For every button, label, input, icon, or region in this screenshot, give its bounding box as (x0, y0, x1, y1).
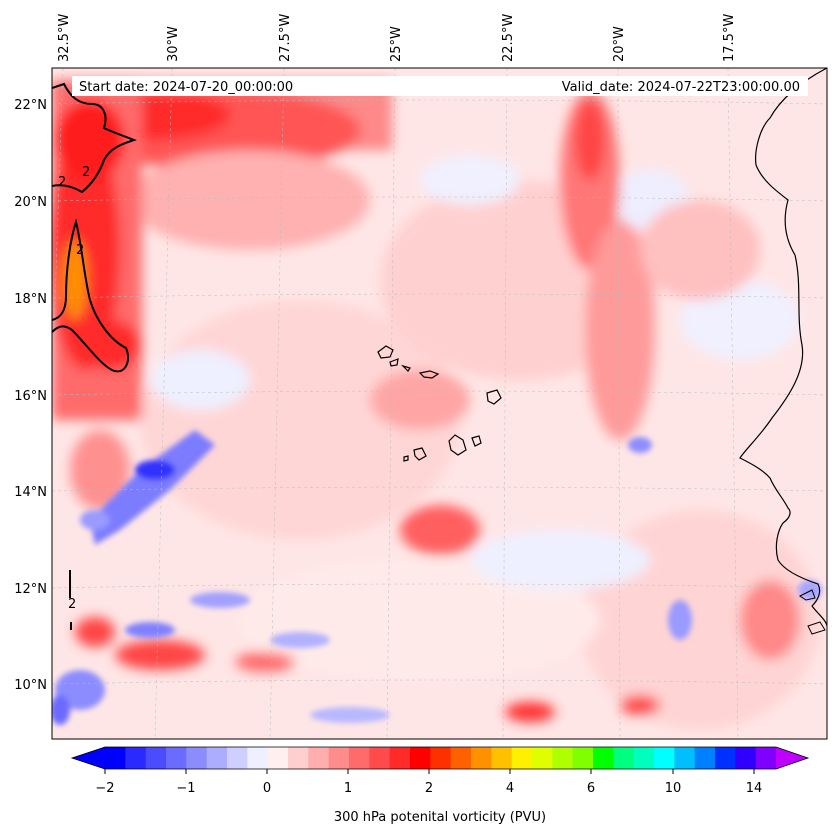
contour-label: 2 (82, 165, 90, 180)
colorbar-bin (247, 747, 268, 769)
colorbar-bin (105, 747, 126, 769)
colorbar-tick-label: 14 (746, 781, 763, 796)
colorbar-bin (512, 747, 533, 769)
colorbar-tick-label: 4 (506, 781, 514, 796)
contour-label: 2 (68, 597, 76, 612)
colorbar-tick-label: 6 (587, 781, 595, 796)
colorbar-bin (369, 747, 390, 769)
lat-label: 16°N (14, 389, 47, 404)
colorbar-tick-label: 0 (263, 781, 271, 796)
lon-label: 17.5°W (722, 14, 737, 62)
lat-label: 18°N (14, 292, 47, 307)
colorbar-bin (146, 747, 167, 769)
colorbar-bin (634, 747, 655, 769)
colorbar-tick-label: −2 (95, 781, 114, 796)
valid-date-label: Valid_date: 2024-07-22T23:00:00.00 (562, 80, 800, 95)
colorbar-tick-label: 2 (425, 781, 433, 796)
colorbar-bin (674, 747, 695, 769)
colorbar-bins (105, 747, 777, 769)
colorbar-bin (613, 747, 634, 769)
lat-label: 20°N (14, 195, 47, 210)
lon-label: 30°W (166, 26, 181, 62)
longitude-labels: 32.5°W 30°W 27.5°W 25°W 22.5°W 20°W 17.5… (57, 14, 737, 62)
colorbar-bin (227, 747, 248, 769)
start-date-label: Start date: 2024-07-20_00:00:00 (79, 80, 293, 95)
lon-label: 20°W (612, 26, 627, 62)
colorbar-bin (166, 747, 187, 769)
colorbar-bin (491, 747, 512, 769)
colorbar-bin (430, 747, 451, 769)
colorbar-bin (268, 747, 289, 769)
contour-label: 2 (58, 175, 66, 190)
colorbar-bin (756, 747, 777, 769)
colorbar-bin (654, 747, 675, 769)
colorbar-bin (390, 747, 411, 769)
colorbar-bin (329, 747, 350, 769)
colorbar-extend-low (72, 747, 105, 769)
colorbar-bin (471, 747, 492, 769)
colorbar: −2 −1 0 1 2 4 6 10 14 300 hPa potenital … (72, 747, 808, 825)
lat-label: 10°N (14, 678, 47, 693)
colorbar-bin (695, 747, 716, 769)
colorbar-bin (552, 747, 573, 769)
colorbar-bin (308, 747, 329, 769)
colorbar-bin (735, 747, 756, 769)
colorbar-bin (715, 747, 736, 769)
contour-label: 2 (76, 243, 84, 258)
latitude-labels: 22°N 20°N 18°N 16°N 14°N 12°N 10°N (14, 98, 47, 693)
colorbar-bin (186, 747, 207, 769)
colorbar-bin (349, 747, 370, 769)
colorbar-bin (125, 747, 146, 769)
colorbar-bin (288, 747, 309, 769)
colorbar-bin (573, 747, 594, 769)
colorbar-bin (451, 747, 472, 769)
colorbar-ticks (105, 769, 754, 774)
colorbar-tick-label: 1 (344, 781, 352, 796)
colorbar-tick-label: −1 (176, 781, 195, 796)
lat-label: 22°N (14, 98, 47, 113)
lon-label: 22.5°W (501, 14, 516, 62)
pv-field: 2 2 2 2 (40, 68, 827, 739)
colorbar-bin (410, 747, 431, 769)
lat-label: 14°N (14, 485, 47, 500)
colorbar-title: 300 hPa potenital vorticity (PVU) (334, 810, 546, 825)
lon-label: 25°W (389, 26, 404, 62)
colorbar-bin (532, 747, 553, 769)
lon-label: 32.5°W (57, 14, 72, 62)
colorbar-bin (593, 747, 614, 769)
lat-label: 12°N (14, 582, 47, 597)
lon-label: 27.5°W (278, 14, 293, 62)
colorbar-bin (207, 747, 228, 769)
colorbar-extend-high (776, 747, 808, 769)
colorbar-tick-label: 10 (665, 781, 682, 796)
